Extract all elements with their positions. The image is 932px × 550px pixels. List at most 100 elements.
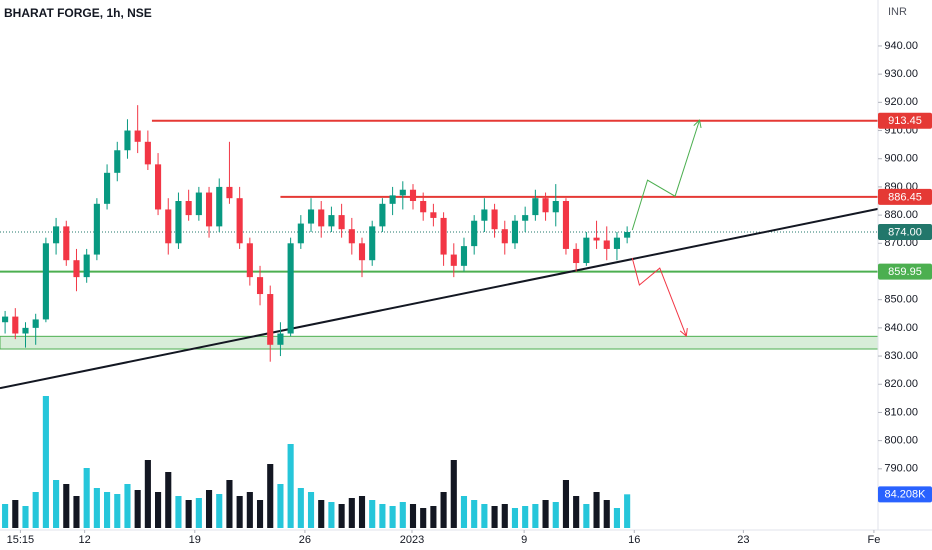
volume-bar [236,496,243,528]
price-label-box [878,263,932,280]
volume-bar [399,502,406,528]
candle-body [83,254,90,278]
volume-bar [195,498,202,528]
volume-bar [83,468,90,528]
candle-body [542,198,549,213]
volume-bar [165,472,172,528]
candle-body [399,189,406,196]
candle-body [93,203,100,255]
candle-body [348,229,355,244]
volume-bar [73,496,80,528]
trendline [0,207,879,390]
volume-bar [430,506,437,528]
volume-bar [297,488,304,528]
volume-bar [593,492,600,528]
candle-body [155,164,162,210]
price-label-box [878,112,932,129]
volume-bar [358,496,366,528]
volume-bar [460,496,468,528]
volume-bar [379,504,386,528]
volume-bar [532,504,539,528]
volume-bar [53,480,60,528]
candle-body [379,203,386,227]
candle-body [246,243,253,278]
volume-bar [63,484,70,528]
candle-body [369,226,376,261]
volume-bar [287,444,294,528]
candle-body [185,201,192,216]
candle-body [409,189,417,202]
volume-label-box [878,486,932,503]
candle-body [297,223,304,244]
volume-bar [501,504,508,528]
candle-body [338,215,345,230]
volume-bar [562,480,570,528]
volume-bar [246,492,253,528]
price-label: 874.00 [888,226,922,238]
volume-bar [613,508,621,528]
volume-bar [93,488,100,528]
volume-bar [511,508,519,528]
candle-body [205,192,213,227]
candle-body [491,209,498,230]
volume-bar [307,492,315,528]
candle-body [287,243,294,334]
candle-body [175,201,182,244]
y-tick-label: 810.00 [884,406,918,418]
volume-bar [185,500,192,528]
volume-bar [328,502,335,528]
x-tick-label: 23 [737,534,749,546]
volume-bar [338,504,345,528]
price-label-box [878,188,932,205]
candle-body [195,192,202,216]
candle-body [613,237,621,249]
candle-body [593,237,600,241]
volume-bar [256,500,264,528]
candle-body [318,209,325,227]
y-tick-label: 840.00 [884,322,918,334]
y-tick-label: 900.00 [884,153,918,165]
candle-body [583,237,590,264]
candle-body [134,130,141,142]
candle-body [256,277,264,295]
candle-body [481,209,488,221]
candle-body [624,232,631,238]
y-tick-label: 880.00 [884,209,918,221]
candle-body [165,209,172,244]
volume-bar [104,492,111,528]
candle-body [53,226,60,244]
volume-bar [114,494,121,528]
volume-bar [573,496,580,528]
candle-body [573,248,580,264]
volume-bar [624,494,631,528]
volume-bar [42,396,49,528]
volume-bar [144,460,151,528]
volume-bar [226,480,233,528]
projection-arrow [631,119,701,231]
volume-bar [450,460,457,528]
candle-body [420,201,427,213]
candle-body [216,186,223,227]
x-tick-label: 9 [521,534,527,546]
volume-bar [216,494,223,528]
candle-body [511,220,519,244]
volume-bar [409,504,417,528]
candle-body [124,130,131,151]
candle-body [277,333,284,345]
candle-body [307,209,315,224]
candle-body [532,198,539,216]
volume-bar [318,500,325,528]
candle-body [522,215,529,221]
candle-body [22,327,29,334]
volume-bar [389,506,396,528]
candle-body [430,212,437,218]
volume-bar [603,500,610,528]
price-label: 913.45 [888,115,922,127]
x-tick-label: 26 [299,534,311,546]
candle-body [440,217,447,255]
candle-body [460,246,468,266]
candle-body [114,150,121,173]
candle-body [471,220,478,247]
candle-body [73,260,80,278]
